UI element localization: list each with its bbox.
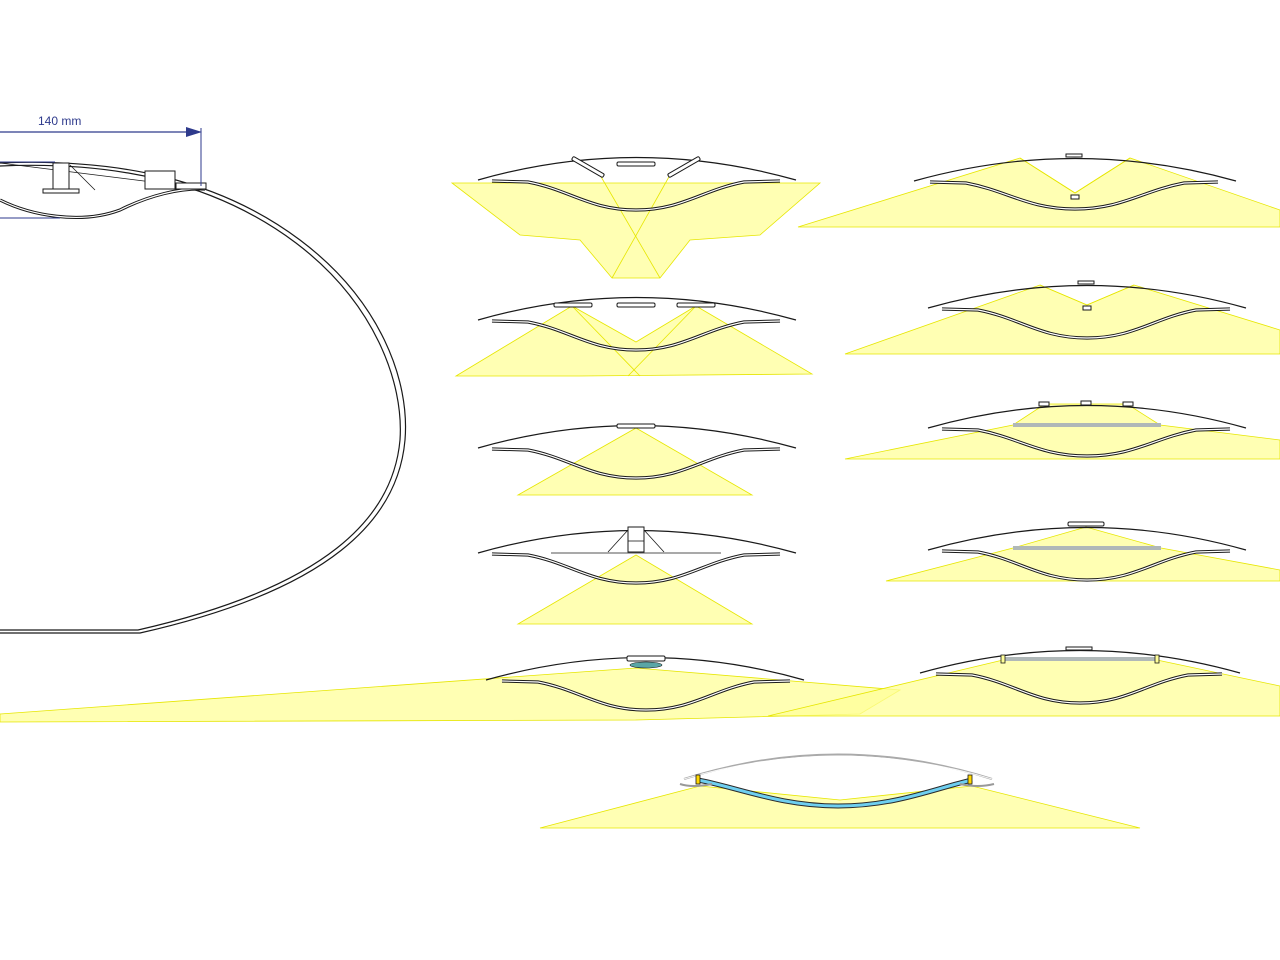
dimension-label: 140 mm xyxy=(38,114,81,128)
section-three-emitters-overlap xyxy=(454,296,814,377)
section-center-down-emitter-wide xyxy=(797,153,1280,228)
section-top-emitter-diffuser xyxy=(885,521,1280,582)
section-three-tilted-emitters xyxy=(450,156,822,279)
lens-disc xyxy=(629,661,663,669)
section-three-emitters-diffuser xyxy=(844,400,1280,460)
side-elevation xyxy=(0,161,407,634)
outer-shell-grey xyxy=(683,753,993,780)
section-lens-emitter-wide xyxy=(0,655,902,723)
section-stem-mounted-emitter xyxy=(477,526,797,625)
section-single-top-emitter xyxy=(477,423,797,496)
dimension-arrowhead xyxy=(186,127,202,137)
section-center-down-emitter-narrow xyxy=(844,280,1280,355)
section-edge-lit-panel xyxy=(539,753,1141,829)
dimension-line: 140 mm xyxy=(0,114,202,219)
section-edge-emitters-diffuser xyxy=(767,646,1280,717)
